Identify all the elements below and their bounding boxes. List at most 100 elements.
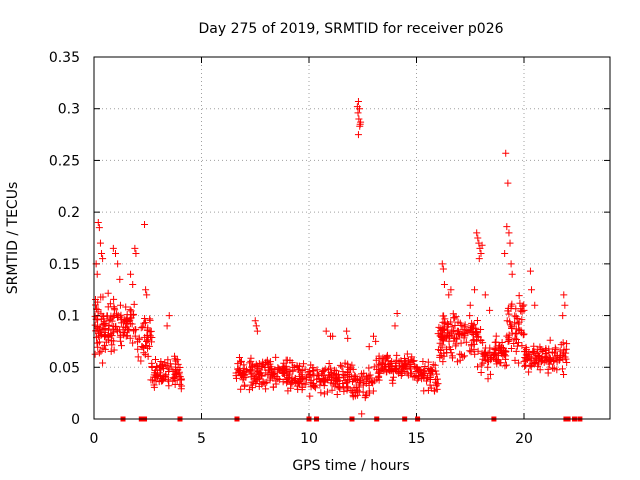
- data-point: [475, 255, 483, 263]
- data-point: [518, 329, 526, 337]
- data-point: [239, 376, 247, 384]
- data-point: [409, 373, 417, 381]
- data-point: [284, 387, 292, 395]
- data-point: [486, 370, 494, 378]
- data-point: [477, 369, 485, 377]
- data-point: [151, 366, 159, 374]
- data-point: [348, 388, 356, 396]
- data-point: [392, 356, 400, 364]
- x-tick-label: 20: [515, 431, 533, 447]
- data-point: [365, 343, 373, 351]
- data-point: [449, 310, 457, 318]
- data-point: [99, 359, 107, 367]
- data-point: [300, 360, 308, 368]
- data-point: [351, 372, 359, 380]
- data-point: [393, 310, 401, 318]
- data-point: [142, 286, 150, 294]
- x-tick-label: 5: [197, 431, 206, 447]
- data-point: [426, 381, 434, 389]
- data-point: [512, 347, 520, 355]
- data-point: [518, 342, 526, 350]
- data-point: [262, 358, 270, 366]
- data-point: [99, 293, 107, 301]
- data-point: [176, 373, 184, 381]
- data-point: [284, 374, 292, 382]
- data-point: [511, 356, 519, 364]
- data-point: [104, 289, 112, 297]
- data-point: [439, 318, 447, 326]
- data-point: [356, 122, 364, 130]
- data-point: [166, 360, 174, 368]
- data-point: [429, 361, 437, 369]
- data-point: [474, 363, 482, 371]
- data-point: [376, 366, 384, 374]
- data-point: [480, 350, 488, 358]
- y-tick-label: 0.1: [58, 309, 80, 325]
- data-point: [419, 368, 427, 376]
- data-point: [514, 339, 522, 347]
- data-point: [559, 339, 567, 347]
- data-point: [240, 361, 248, 369]
- data-point: [322, 327, 330, 335]
- data-point: [445, 291, 453, 299]
- data-point: [365, 364, 373, 372]
- data-point: [249, 361, 257, 369]
- data-point: [336, 361, 344, 369]
- data-point: [236, 368, 244, 376]
- data-point: [116, 333, 124, 341]
- data-point: [91, 321, 99, 329]
- data-point: [558, 365, 566, 373]
- data-point: [344, 363, 352, 371]
- data-point: [159, 361, 167, 369]
- data-point: [323, 388, 331, 396]
- data-point: [288, 378, 296, 386]
- data-point: [343, 327, 351, 335]
- y-tick-label: 0.05: [49, 360, 80, 376]
- data-point: [515, 359, 523, 367]
- data-point: [92, 295, 100, 303]
- data-point: [385, 367, 393, 375]
- data-point: [96, 239, 104, 247]
- data-point: [354, 386, 362, 394]
- data-point: [538, 356, 546, 364]
- data-point: [143, 291, 151, 299]
- data-point: [399, 363, 407, 371]
- data-point: [154, 372, 162, 380]
- data-point: [473, 317, 481, 325]
- data-point: [536, 366, 544, 374]
- data-point: [157, 357, 165, 365]
- data-point: [126, 306, 134, 314]
- data-point: [328, 386, 336, 394]
- data-point: [296, 380, 304, 388]
- data-point: [328, 370, 336, 378]
- data-point: [448, 323, 456, 331]
- data-point: [544, 369, 552, 377]
- data-point: [440, 312, 448, 320]
- data-point: [356, 377, 364, 385]
- data-point: [471, 350, 479, 358]
- data-point: [309, 382, 317, 390]
- data-point: [266, 366, 274, 374]
- data-point: [501, 362, 509, 370]
- data-point: [110, 304, 118, 312]
- data-point: [507, 321, 515, 329]
- data-point: [171, 355, 179, 363]
- data-point: [477, 326, 485, 334]
- data-point: [137, 357, 145, 365]
- data-point: [466, 347, 474, 355]
- data-point: [107, 347, 115, 355]
- data-point: [431, 387, 439, 395]
- x-tick-label: 10: [300, 431, 318, 447]
- data-point: [313, 366, 321, 374]
- data-point: [172, 371, 180, 379]
- grid: [94, 57, 610, 419]
- data-point: [372, 337, 380, 345]
- data-point: [408, 353, 416, 361]
- data-point: [466, 301, 474, 309]
- data-point: [94, 218, 102, 226]
- data-series-srmtid: [91, 97, 571, 418]
- data-point: [375, 352, 383, 360]
- data-point: [492, 338, 500, 346]
- data-point: [306, 370, 314, 378]
- y-axis: 0 0.05 0.1 0.15 0.2 0.25 0.3 0.35: [49, 50, 610, 428]
